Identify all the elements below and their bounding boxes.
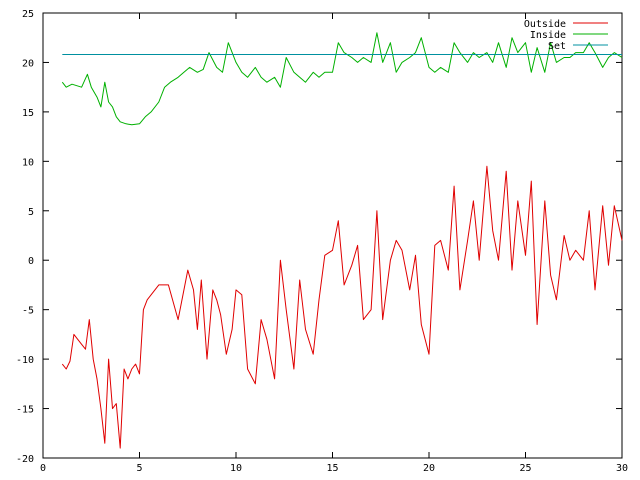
y-axis: -20 -15 -10 -5 0 5 10 15 20 25	[16, 9, 622, 465]
x-tick-label: 25	[519, 463, 531, 474]
series-line-outside	[61, 165, 623, 449]
x-tick-label: 10	[230, 463, 242, 474]
x-tick-label: 0	[40, 463, 46, 474]
x-tick-label: 5	[136, 463, 142, 474]
y-tick-label: 15	[22, 108, 34, 119]
plot-frame	[42, 12, 623, 459]
y-tick-label: 25	[22, 9, 34, 20]
series-layer	[61, 32, 623, 449]
x-tick-label: 15	[326, 463, 338, 474]
legend-label: Outside	[524, 19, 566, 30]
legend-label: Inside	[530, 30, 566, 41]
y-tick-label: -15	[16, 405, 34, 416]
y-tick-label: -5	[22, 306, 34, 317]
y-tick-label: -10	[16, 355, 34, 366]
x-tick-label: 20	[423, 463, 435, 474]
y-tick-label: 0	[28, 256, 34, 267]
plot-border	[42, 12, 623, 459]
y-tick-label: -20	[16, 454, 34, 465]
y-tick-label: 20	[22, 58, 34, 69]
y-tick-label: 5	[28, 207, 34, 218]
y-tick-label: 10	[22, 157, 34, 168]
x-tick-label: 30	[616, 463, 628, 474]
legend-label: Set	[548, 41, 566, 52]
series-line-inside	[61, 32, 623, 126]
x-axis: 0 5 10 15 20 25 30	[40, 13, 628, 474]
